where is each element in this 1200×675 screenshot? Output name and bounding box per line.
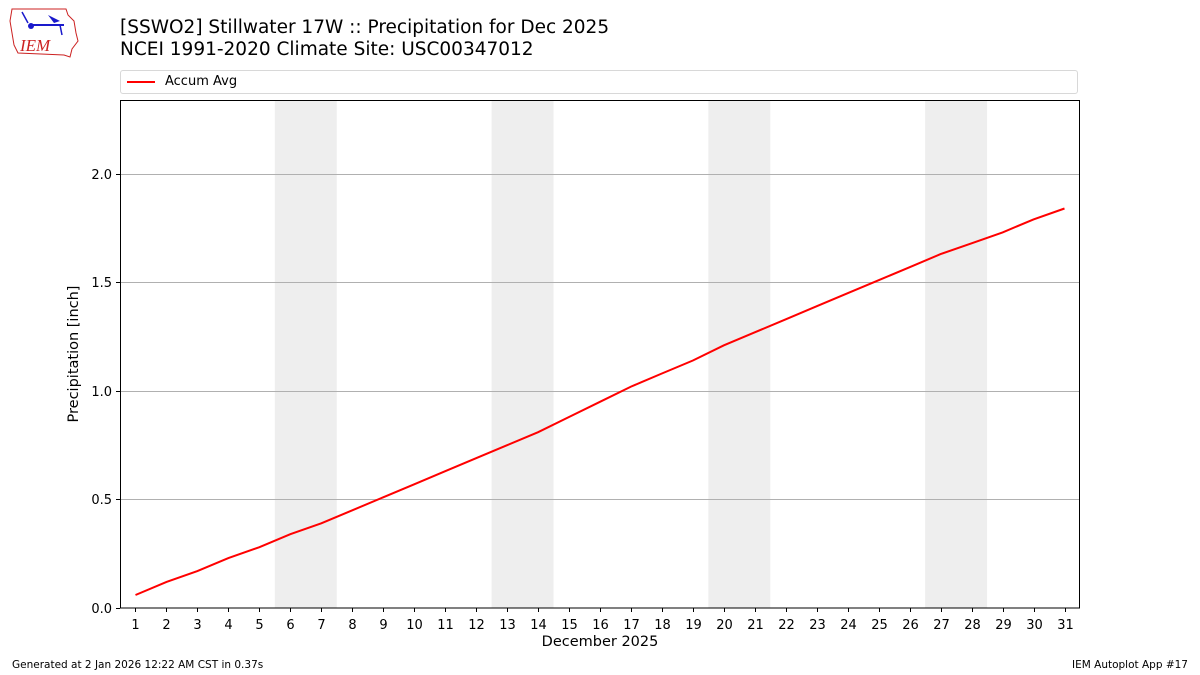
weekend-band (491, 100, 554, 608)
weekend-band (274, 100, 337, 608)
weekend-bands (274, 100, 988, 608)
y-axis-label: Precipitation [inch] (66, 285, 82, 423)
chart-title: [SSWO2] Stillwater 17W :: Precipitation … (120, 17, 609, 61)
x-tick-label: 10 (406, 618, 423, 633)
title-line-2: NCEI 1991-2020 Climate Site: USC00347012 (120, 39, 534, 60)
x-tick-label: 17 (623, 618, 640, 633)
x-tick-label: 24 (840, 618, 857, 633)
x-tick-label: 25 (871, 618, 888, 633)
x-tick-label: 20 (716, 618, 733, 633)
x-tick-label: 19 (685, 618, 702, 633)
x-tick-label: 29 (995, 618, 1012, 633)
x-tick-label: 28 (964, 618, 981, 633)
x-tick-label: 11 (437, 618, 454, 633)
weekend-band (708, 100, 771, 608)
x-tick-label: 9 (379, 618, 387, 633)
x-tick-label: 23 (809, 618, 826, 633)
legend: Accum Avg (120, 70, 1078, 94)
x-tick-label: 5 (255, 618, 263, 633)
x-tick-label: 31 (1057, 618, 1074, 633)
y-axis-ticks: 0.0 0.5 1.0 1.5 2.0 (91, 168, 120, 617)
x-tick-label: 15 (561, 618, 578, 633)
x-tick-label: 2 (162, 618, 170, 633)
x-tick-label: 8 (348, 618, 356, 633)
generated-timestamp: Generated at 2 Jan 2026 12:22 AM CST in … (12, 659, 264, 671)
x-tick-label: 27 (933, 618, 950, 633)
legend-label-accum-avg: Accum Avg (165, 74, 238, 89)
y-tick-label: 0.5 (91, 493, 112, 508)
grid-lines (120, 174, 1080, 500)
title-line-1: [SSWO2] Stillwater 17W :: Precipitation … (120, 17, 610, 38)
x-tick-label: 14 (530, 618, 547, 633)
svg-text:IEM: IEM (19, 36, 51, 55)
y-tick-label: 1.0 (91, 385, 112, 400)
x-tick-label: 16 (592, 618, 609, 633)
weekend-band (925, 100, 988, 608)
app-label: IEM Autoplot App #17 (1072, 659, 1188, 671)
x-tick-label: 30 (1026, 618, 1043, 633)
x-tick-label: 22 (778, 618, 795, 633)
y-tick-label: 0.0 (91, 602, 112, 617)
x-tick-label: 26 (902, 618, 919, 633)
x-axis-ticks: 1 2 3 4 5 6 7 8 9 10 11 12 13 14 15 16 17 18 19 20 21 22 23 24 2… (131, 608, 1074, 633)
x-tick-label: 18 (654, 618, 671, 633)
x-tick-label: 21 (747, 618, 764, 633)
x-axis-label: December 2025 (541, 634, 659, 650)
iem-logo: IEM (8, 5, 80, 59)
x-tick-label: 12 (468, 618, 485, 633)
x-tick-label: 13 (499, 618, 516, 633)
x-tick-label: 1 (131, 618, 139, 633)
legend-swatch-accum-avg (127, 81, 155, 83)
x-tick-label: 4 (224, 618, 232, 633)
y-tick-label: 1.5 (91, 276, 112, 291)
x-tick-label: 6 (286, 618, 294, 633)
x-tick-label: 7 (317, 618, 325, 633)
x-tick-label: 3 (193, 618, 201, 633)
accum-avg-line (135, 207, 1065, 596)
y-tick-label: 2.0 (91, 168, 112, 183)
